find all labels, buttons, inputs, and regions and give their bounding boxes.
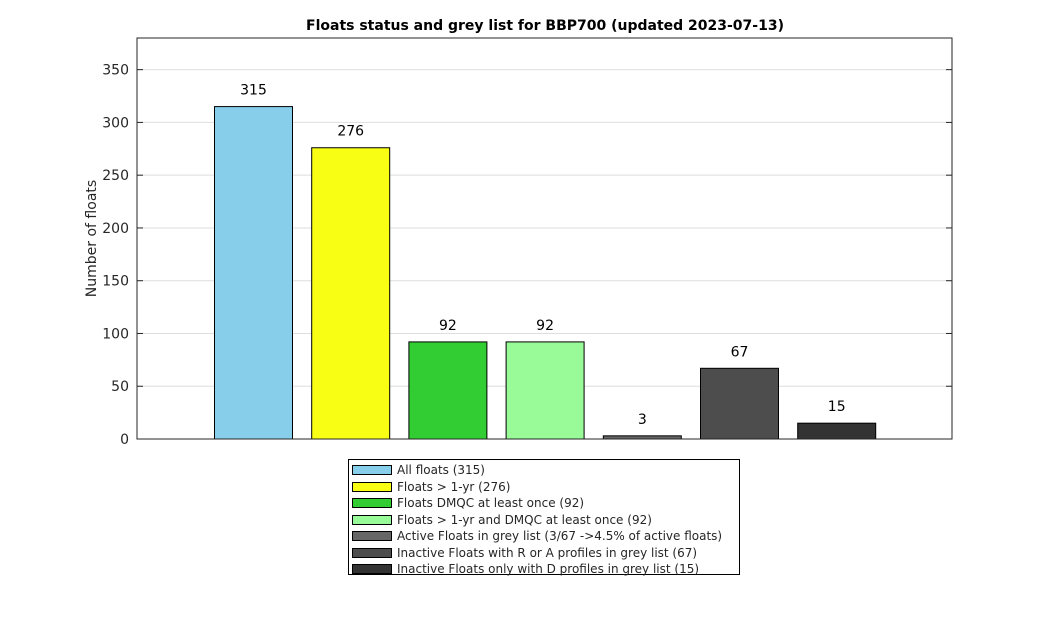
legend-swatch: [352, 564, 392, 575]
legend-item: Active Floats in grey list (3/67 ->4.5% …: [349, 528, 739, 545]
bar: [311, 147, 391, 440]
bar-value-label: 276: [337, 124, 364, 140]
legend-item: Floats DMQC at least once (92): [349, 495, 739, 512]
legend-label: Inactive Floats with R or A profiles in …: [397, 545, 698, 560]
y-axis: 0 50 100 150 200 250 300 350: [102, 63, 952, 448]
legend-swatch: [352, 514, 392, 525]
y-tick-label: 250: [102, 168, 129, 184]
bars: [214, 106, 877, 440]
legend-item: Inactive Floats with R or A profiles in …: [349, 545, 739, 562]
legend-item: Floats > 1-yr (276): [349, 479, 739, 496]
legend-label: Active Floats in grey list (3/67 ->4.5% …: [397, 529, 723, 544]
y-tick-label: 50: [111, 379, 129, 395]
y-axis-label: Number of floats: [84, 180, 100, 297]
y-tick-label: 150: [102, 274, 129, 290]
legend-label: Inactive Floats only with D profiles in …: [397, 562, 700, 577]
legend-label: Floats > 1-yr and DMQC at least once (92…: [397, 512, 652, 527]
bar-value-label: 92: [536, 318, 554, 334]
legend-swatch: [352, 465, 392, 476]
legend-label: Floats DMQC at least once (92): [397, 496, 585, 511]
y-tick-label: 300: [102, 115, 129, 131]
legend-label: All floats (315): [397, 463, 485, 478]
plot-frame: [136, 37, 953, 440]
legend-swatch: [352, 531, 392, 542]
bar: [700, 367, 779, 440]
legend-swatch: [352, 547, 392, 558]
y-tick-label: 350: [102, 63, 129, 79]
legend-item: Floats > 1-yr and DMQC at least once (92…: [349, 512, 739, 529]
legend-label: Floats > 1-yr (276): [397, 479, 511, 494]
bar-value-label: 3: [638, 412, 647, 428]
bar: [797, 422, 877, 440]
legend-item: All floats (315): [349, 462, 739, 479]
bar: [408, 341, 488, 440]
bar-value-label: 92: [439, 318, 457, 334]
bar-labels: 315 276 92 92 3 67 15: [240, 83, 845, 428]
y-tick-label: 200: [102, 221, 129, 237]
bar: [505, 341, 585, 440]
y-tick-label: 100: [102, 326, 129, 342]
chart-title: Floats status and grey list for BBP700 (…: [306, 18, 784, 34]
legend-swatch: [352, 481, 392, 492]
bar-value-label: 315: [240, 83, 267, 99]
bar-value-label: 15: [828, 399, 846, 415]
y-tick-label: 0: [120, 432, 129, 448]
legend: All floats (315) Floats > 1-yr (276) Float…: [348, 459, 740, 578]
bar: [214, 106, 293, 440]
legend-swatch: [352, 498, 392, 509]
legend-item: Inactive Floats only with D profiles in …: [349, 561, 739, 578]
bar-value-label: 67: [731, 344, 749, 360]
